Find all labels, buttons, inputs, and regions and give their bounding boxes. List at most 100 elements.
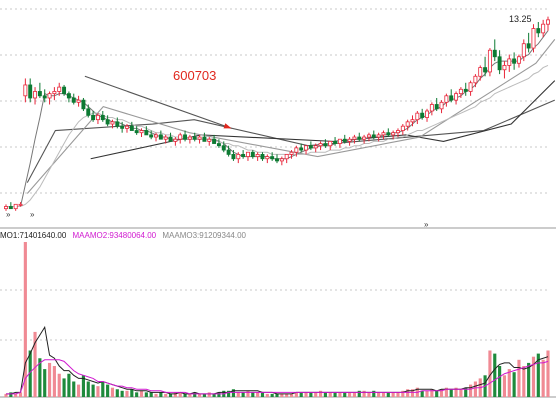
candle-body <box>391 132 396 136</box>
volume-bar <box>178 392 182 397</box>
candle-body <box>396 130 400 134</box>
candle-body <box>154 134 158 138</box>
candle-body <box>328 140 333 147</box>
volume-bar <box>531 356 536 397</box>
trend-lines <box>26 39 556 194</box>
candle-body <box>289 151 294 155</box>
volume-bar <box>527 362 531 397</box>
trend-arrow-head <box>223 123 232 129</box>
volume-bar <box>231 389 236 397</box>
volume-bar <box>101 381 105 397</box>
candle-body <box>86 108 91 116</box>
volume-bar <box>81 375 86 397</box>
volume-bar <box>546 350 550 397</box>
candle-body <box>37 91 42 97</box>
candle-body <box>76 99 81 103</box>
candle-body <box>415 112 420 121</box>
candle-body <box>100 114 105 121</box>
price-grid <box>0 8 548 194</box>
volume-bar <box>410 389 415 397</box>
volume-bar <box>377 392 381 397</box>
volume-bar <box>323 392 327 397</box>
candle-body <box>492 49 497 58</box>
ma-fast-line <box>6 30 549 207</box>
candle-body <box>105 119 110 125</box>
volume-bar <box>449 389 453 397</box>
volume-bar <box>280 393 284 397</box>
candle-body <box>313 145 318 149</box>
candle-body <box>250 151 255 157</box>
candle-body <box>57 86 62 92</box>
trend-arrow-line <box>84 75 232 129</box>
volume-bar <box>227 390 231 397</box>
candle-body <box>304 145 309 151</box>
volume-bar <box>498 366 502 397</box>
volume-bar <box>381 392 386 397</box>
candle-body <box>139 130 144 134</box>
volume-bar <box>493 353 497 397</box>
volume-bar <box>173 392 177 397</box>
candle-body <box>47 93 52 99</box>
volume-bar <box>275 393 279 397</box>
candle-body <box>115 121 120 127</box>
volume-bar <box>197 393 202 397</box>
volume-bar <box>246 390 250 397</box>
candle-body <box>187 136 192 140</box>
volume-bar <box>304 392 308 397</box>
candle-body <box>66 93 71 99</box>
volume-bar <box>207 392 211 397</box>
volume-bar <box>241 392 245 397</box>
volume-bar <box>23 242 27 397</box>
candle-body <box>120 125 125 129</box>
candle-body <box>216 143 221 147</box>
trend-line <box>26 99 555 183</box>
candle-body <box>207 138 212 142</box>
volume-bar <box>391 392 395 397</box>
candle-body <box>144 130 149 136</box>
candle-body <box>52 91 57 95</box>
volume-bar <box>459 389 463 397</box>
candle-body <box>337 138 342 144</box>
candle-body <box>226 149 231 155</box>
volume-bar <box>517 359 521 397</box>
candle-body <box>129 125 134 131</box>
volume-bar <box>96 386 100 397</box>
candle-body <box>18 203 23 206</box>
volume-bar <box>386 392 390 397</box>
volume-bar <box>212 393 216 397</box>
candle-body <box>405 121 410 127</box>
candle-body <box>357 136 362 140</box>
volume-bar <box>357 390 361 397</box>
candle-body <box>429 104 434 112</box>
candle-body <box>541 23 546 34</box>
candle-body <box>536 28 541 34</box>
volume-bar <box>309 392 313 397</box>
volume-bar <box>52 366 56 397</box>
candle-body <box>33 91 38 99</box>
candle-body <box>381 132 386 136</box>
volume-bar <box>314 392 318 397</box>
candle-body <box>468 82 473 92</box>
volume-bar <box>72 381 76 397</box>
volume-bar <box>270 393 274 397</box>
candle-body <box>454 93 459 101</box>
volume-bar <box>439 389 444 397</box>
candle-body <box>134 130 139 134</box>
volume-bar <box>193 392 197 397</box>
candle-body <box>502 65 507 71</box>
volume-bar <box>183 393 187 397</box>
volume-bar <box>62 378 66 397</box>
candle-body <box>125 125 129 129</box>
volume-bar <box>159 392 163 397</box>
volume-legend: MO1:71401640.00 MAAMO2:93480064.00 MAAMO… <box>0 231 247 240</box>
volume-bar <box>236 392 240 397</box>
volume-bar <box>139 390 144 397</box>
candle-body <box>410 119 415 123</box>
volume-moving-averages <box>6 325 549 395</box>
candle-body <box>516 56 521 64</box>
volume-bar <box>256 392 260 397</box>
candle-body <box>531 28 536 49</box>
volume-bar <box>362 390 366 397</box>
volume-bar <box>425 390 429 397</box>
volume-bar <box>251 392 255 397</box>
